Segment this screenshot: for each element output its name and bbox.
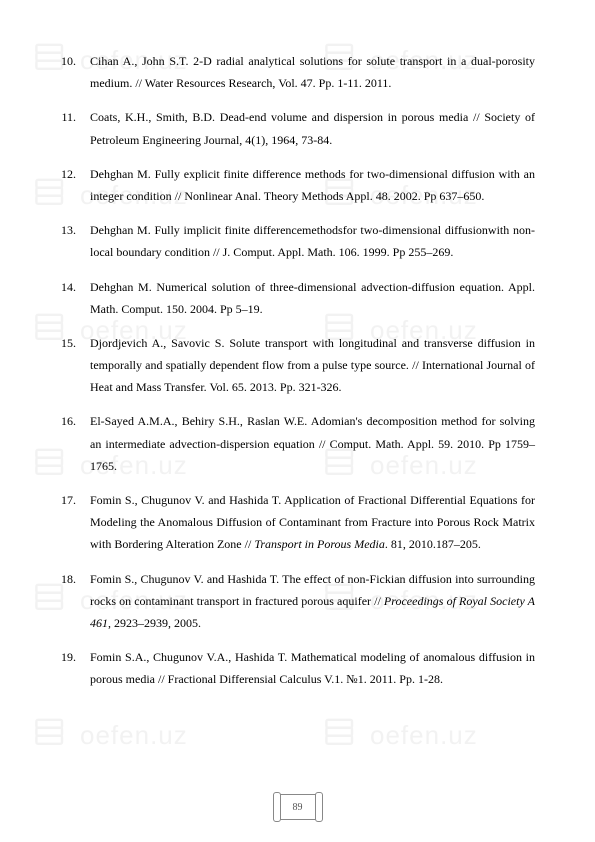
reference-item: 19.Fomin S.A., Chugunov V.A., Hashida T.… xyxy=(60,646,535,690)
reference-number: 13. xyxy=(60,219,90,263)
reference-number: 12. xyxy=(60,163,90,207)
reference-text: Dehghan M. Fully implicit finite differe… xyxy=(90,219,535,263)
reference-number: 18. xyxy=(60,568,90,635)
reference-list: 10.Cihan A., John S.T. 2-D radial analyt… xyxy=(60,50,535,691)
reference-item: 14.Dehghan M. Numerical solution of thre… xyxy=(60,276,535,320)
reference-number: 19. xyxy=(60,646,90,690)
reference-number: 17. xyxy=(60,489,90,556)
page-number-container: 89 xyxy=(276,794,320,820)
reference-text: Dehghan M. Fully explicit finite differe… xyxy=(90,163,535,207)
reference-text: Fomin S.A., Chugunov V.A., Hashida T. Ma… xyxy=(90,646,535,690)
reference-item: 12.Dehghan M. Fully explicit finite diff… xyxy=(60,163,535,207)
reference-item: 15.Djordjevich A., Savovic S. Solute tra… xyxy=(60,332,535,399)
reference-number: 10. xyxy=(60,50,90,94)
reference-item: 10.Cihan A., John S.T. 2-D radial analyt… xyxy=(60,50,535,94)
page-number: 89 xyxy=(293,802,303,813)
reference-item: 16.El-Sayed A.M.A., Behiry S.H., Raslan … xyxy=(60,410,535,477)
reference-item: 13.Dehghan M. Fully implicit finite diff… xyxy=(60,219,535,263)
reference-text: Fomin S., Chugunov V. and Hashida T. The… xyxy=(90,568,535,635)
reference-number: 16. xyxy=(60,410,90,477)
reference-text: Fomin S., Chugunov V. and Hashida T. App… xyxy=(90,489,535,556)
reference-number: 11. xyxy=(60,106,90,150)
reference-number: 15. xyxy=(60,332,90,399)
page-number-scroll: 89 xyxy=(276,794,320,820)
reference-text: El-Sayed A.M.A., Behiry S.H., Raslan W.E… xyxy=(90,410,535,477)
reference-text: Dehghan M. Numerical solution of three-d… xyxy=(90,276,535,320)
reference-text: Cihan A., John S.T. 2-D radial analytica… xyxy=(90,50,535,94)
reference-item: 18.Fomin S., Chugunov V. and Hashida T. … xyxy=(60,568,535,635)
reference-item: 11.Coats, K.H., Smith, B.D. Dead-end vol… xyxy=(60,106,535,150)
reference-text: Djordjevich A., Savovic S. Solute transp… xyxy=(90,332,535,399)
page-content: 10.Cihan A., John S.T. 2-D radial analyt… xyxy=(0,0,595,733)
reference-text: Coats, K.H., Smith, B.D. Dead-end volume… xyxy=(90,106,535,150)
reference-item: 17.Fomin S., Chugunov V. and Hashida T. … xyxy=(60,489,535,556)
reference-number: 14. xyxy=(60,276,90,320)
